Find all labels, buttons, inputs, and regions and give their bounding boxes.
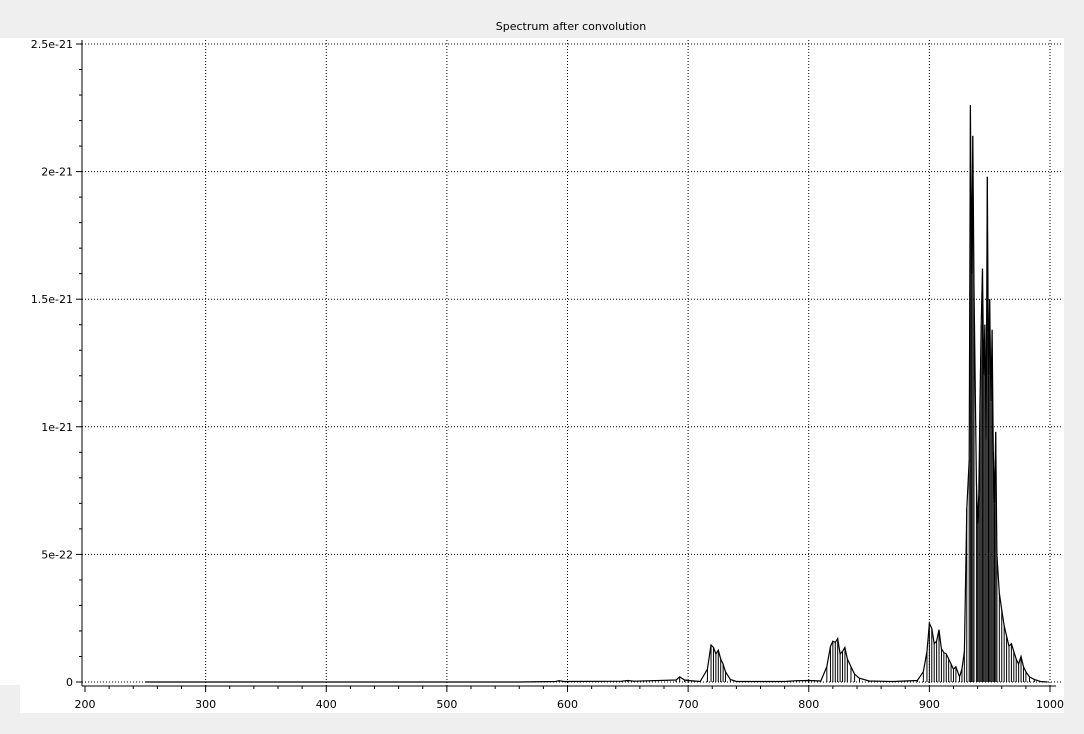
x-tick-label: 300 — [195, 698, 216, 711]
y-tick-label: 5e-22 — [41, 548, 73, 561]
x-tick-label: 600 — [557, 698, 578, 711]
y-tick-label: 1.5e-21 — [31, 293, 73, 306]
x-tick-label: 500 — [436, 698, 457, 711]
series-layer — [145, 105, 1048, 683]
x-tick-label: 700 — [678, 698, 699, 711]
x-tick-label: 400 — [316, 698, 337, 711]
y-tick-label: 0 — [66, 676, 73, 689]
y-axis-strip — [0, 38, 80, 685]
plot-area — [80, 38, 1064, 685]
y-tick-label: 2.5e-21 — [31, 38, 73, 51]
y-tick-label: 1e-21 — [41, 421, 73, 434]
y-tick-label: 2e-21 — [41, 166, 73, 179]
x-tick-label: 200 — [75, 698, 96, 711]
spectrum-line — [145, 105, 1048, 683]
x-tick-label: 800 — [798, 698, 819, 711]
axes: 200 300 400 500 600 700 800 900 1000 0 5e-22 1e-21 1… — [31, 38, 1064, 711]
x-tick-label: 1000 — [1036, 698, 1064, 711]
x-tick-label: 900 — [919, 698, 940, 711]
chart-title: Spectrum after convolution — [495, 20, 647, 33]
x-axis-strip — [20, 685, 1064, 713]
